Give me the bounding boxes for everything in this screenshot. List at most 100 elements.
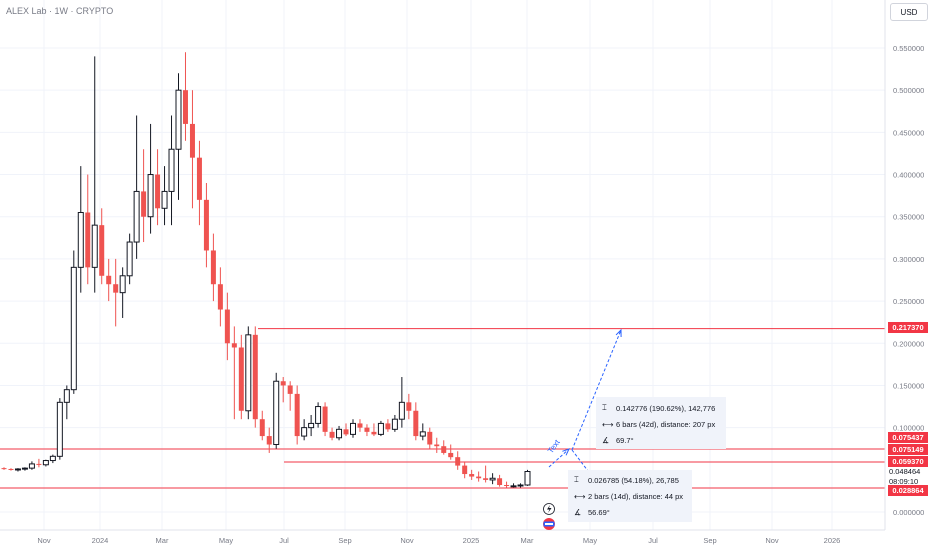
candle — [126, 233, 133, 285]
candle-body — [133, 190, 140, 243]
bars-text: 6 bars (42d), distance: 207 px — [616, 419, 716, 429]
candle — [203, 182, 209, 268]
time-tick-label: 2025 — [463, 536, 480, 545]
candle — [1, 467, 7, 470]
candle — [14, 468, 21, 472]
candle — [196, 140, 202, 226]
bars-range-icon: ⟷ — [602, 419, 614, 429]
price-badge[interactable]: 0.217370 — [888, 322, 928, 333]
candle — [315, 402, 322, 428]
candle — [245, 326, 252, 420]
candle — [91, 56, 98, 293]
candle — [343, 423, 349, 437]
measure-info-box[interactable]: ⌶ 0.142776 (190.62%), 142,776 ⟷ 6 bars (… — [596, 397, 726, 449]
candle-body — [364, 427, 370, 432]
time-tick-label: Sep — [703, 536, 716, 545]
candle — [287, 381, 293, 411]
candle — [413, 402, 419, 441]
candle — [21, 467, 28, 471]
candle — [141, 149, 147, 243]
candle — [252, 326, 258, 428]
candle-body — [483, 478, 489, 480]
candle — [77, 166, 84, 293]
candle-body — [434, 444, 440, 447]
candle-body — [336, 428, 343, 439]
candle-body — [126, 241, 133, 277]
candle-body — [36, 463, 42, 465]
price-tick-label: 0.150000 — [893, 381, 924, 390]
symbol-title[interactable]: ALEX Lab · 1W · CRYPTO — [6, 6, 114, 16]
candle-body — [343, 429, 349, 435]
candle-body — [406, 402, 412, 411]
candle — [42, 459, 49, 467]
candle — [133, 115, 140, 259]
candle-body — [441, 446, 447, 453]
candle — [155, 149, 161, 226]
candles — [1, 52, 531, 488]
candle — [308, 414, 315, 437]
candle — [476, 471, 482, 482]
price-badge[interactable]: 0.028864 — [888, 485, 928, 496]
candle-body — [301, 427, 308, 437]
time-tick-label: Jul — [279, 536, 289, 545]
time-tick-label: Nov — [37, 536, 51, 545]
candle — [448, 444, 454, 460]
horizontal-lines[interactable] — [0, 328, 885, 489]
candle-body — [1, 468, 7, 470]
candle — [280, 377, 286, 403]
measure-info-box[interactable]: ⌶ 0.026785 (54.18%), 26,785 ⟷ 2 bars (14… — [568, 470, 692, 522]
price-badge[interactable]: 0.075437 — [888, 432, 928, 443]
candle — [28, 461, 35, 470]
candle — [517, 483, 524, 488]
candle-body — [294, 393, 300, 437]
candle — [489, 473, 496, 485]
currency-button[interactable]: USD — [890, 3, 928, 21]
candle — [70, 250, 77, 394]
price-tick-label: 0.100000 — [893, 424, 924, 433]
candle-body — [315, 406, 322, 424]
price-badge[interactable]: 0.059370 — [888, 456, 928, 467]
candle-body — [224, 309, 230, 344]
candle — [238, 334, 244, 420]
candle-body — [217, 284, 223, 310]
time-tick-label: Nov — [765, 536, 779, 545]
bar-countdown: 08:09:10 — [889, 477, 919, 486]
candle-body — [77, 212, 84, 268]
candle-body — [238, 347, 244, 411]
candle — [175, 73, 182, 200]
candle — [391, 414, 398, 432]
event-flag-icon[interactable] — [543, 503, 555, 515]
candle-body — [504, 485, 510, 487]
candle — [419, 423, 426, 441]
candle — [510, 483, 517, 488]
time-tick-label: Sep — [338, 536, 351, 545]
price-change-text: 0.142776 (190.62%), 142,776 — [616, 403, 716, 413]
candle — [273, 372, 280, 449]
candle-body — [21, 467, 28, 470]
price-tick-label: 0.200000 — [893, 339, 924, 348]
candle — [455, 451, 461, 470]
candle — [336, 425, 343, 441]
price-range-icon: ⌶ — [574, 475, 579, 484]
candle-body — [245, 334, 252, 412]
price-tick-label: 0.550000 — [893, 44, 924, 53]
candle-body — [273, 380, 280, 446]
candle-body — [85, 212, 91, 268]
candle — [377, 420, 384, 437]
candle — [85, 174, 91, 285]
economic-event-icon[interactable] — [543, 518, 555, 530]
projection-arrow-short[interactable] — [548, 448, 570, 468]
price-tick-label: 0.000000 — [893, 508, 924, 517]
candle-body — [119, 275, 126, 294]
projection-arrow-up[interactable] — [571, 328, 622, 451]
candle-body — [99, 225, 105, 276]
bars-text: 2 bars (14d), distance: 44 px — [588, 491, 684, 501]
price-tick-label: 0.350000 — [893, 213, 924, 222]
price-axis[interactable]: 0.550000 0.500000 0.450000 0.400000 0.350000… — [893, 44, 924, 517]
candle — [462, 461, 468, 479]
time-tick-label: Mar — [521, 536, 534, 545]
time-axis[interactable]: Nov 2024 Mar May Jul Sep Nov 2025 Mar May Jul Sep No… — [37, 536, 840, 545]
price-badge[interactable]: 0.075149 — [888, 444, 928, 455]
candle — [350, 419, 356, 438]
